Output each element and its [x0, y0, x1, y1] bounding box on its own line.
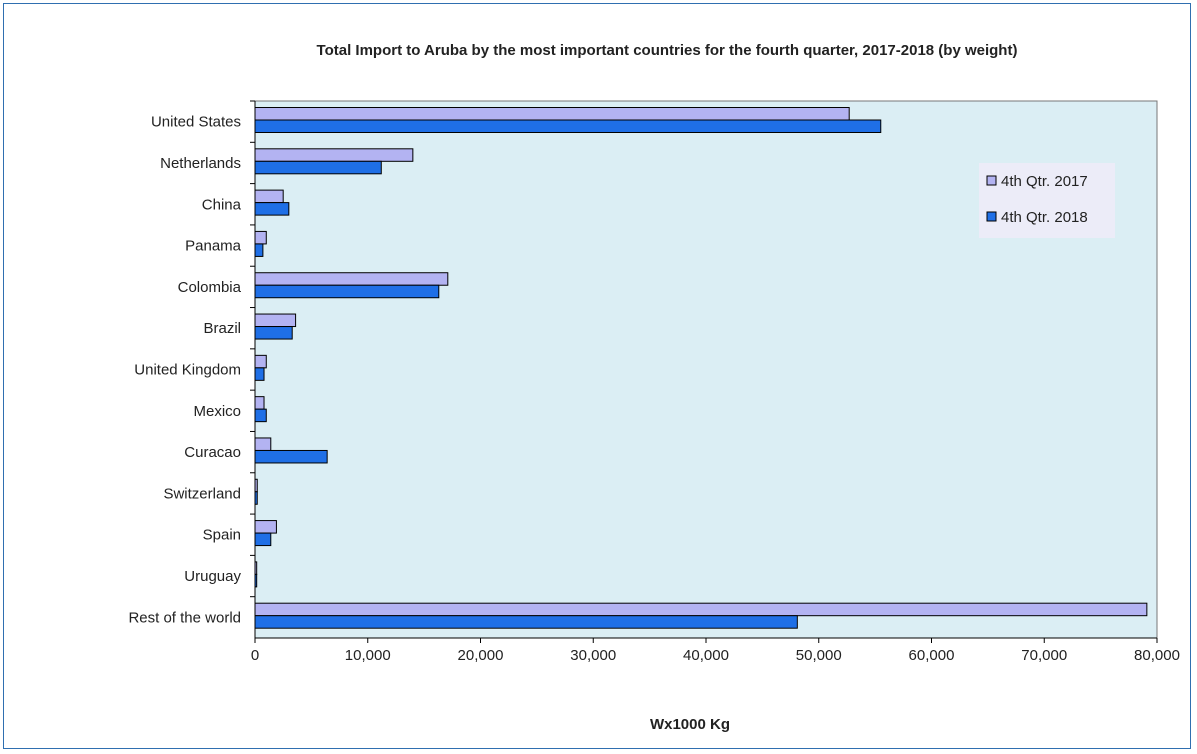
x-tick-label: 80,000 [1134, 647, 1180, 664]
x-tick-label: 20,000 [458, 647, 504, 664]
bar-2017 [254, 313, 297, 328]
bar-2017 [254, 354, 267, 369]
category-label: Switzerland [163, 485, 241, 502]
bar-2018 [254, 326, 293, 340]
category-label: Brazil [203, 320, 241, 337]
category-label: Panama [185, 238, 242, 255]
bar-2018 [254, 284, 440, 299]
bar-2017 [254, 148, 414, 162]
bar-2017 [254, 520, 277, 534]
bar-2018 [254, 202, 290, 216]
bar-2018 [254, 449, 328, 464]
category-label: Uruguay [184, 568, 241, 585]
bar-2017 [254, 107, 850, 121]
x-tick-label: 70,000 [1021, 647, 1067, 664]
category-label: United States [151, 114, 241, 131]
bar-2017 [254, 272, 449, 286]
bar-2017 [254, 230, 267, 245]
bar-2018 [254, 160, 382, 175]
legend-box [979, 163, 1115, 238]
x-tick-label: 0 [251, 647, 259, 664]
legend-label-2018: 4th Qtr. 2018 [1001, 209, 1088, 226]
category-label: Curacao [184, 444, 241, 461]
bar-2018 [254, 615, 798, 629]
chart-title: Total Import to Aruba by the most import… [317, 42, 1018, 59]
x-axis-title: Wx1000 Kg [650, 716, 730, 733]
x-tick-label: 10,000 [345, 647, 391, 664]
bar-2017 [254, 437, 272, 451]
x-tick-label: 50,000 [796, 647, 842, 664]
bar-2018 [254, 408, 267, 423]
bar-chart: Total Import to Aruba by the most import… [128, 42, 1180, 733]
bar-2017 [254, 396, 265, 410]
x-tick-label: 30,000 [570, 647, 616, 664]
x-tick-label: 40,000 [683, 647, 729, 664]
bar-2017 [254, 602, 1148, 617]
legend-swatch-2017 [986, 175, 997, 186]
category-label: Colombia [178, 279, 242, 296]
bar-2017 [254, 189, 284, 204]
category-label: Netherlands [160, 155, 241, 172]
legend-label-2017: 4th Qtr. 2017 [1001, 173, 1088, 190]
category-label: China [202, 196, 242, 213]
x-tick-label: 60,000 [909, 647, 955, 664]
chart-frame: Total Import to Aruba by the most import… [3, 3, 1191, 749]
category-label: Rest of the world [128, 609, 241, 626]
category-label: Mexico [193, 403, 241, 420]
bar-2018 [254, 367, 265, 381]
bar-2018 [254, 532, 272, 547]
bar-2018 [254, 119, 882, 133]
bar-2018 [254, 243, 264, 257]
legend: 4th Qtr. 2017 4th Qtr. 2018 [979, 163, 1115, 238]
legend-swatch-2018 [986, 211, 997, 222]
category-label: United Kingdom [134, 362, 241, 379]
category-label: Spain [203, 527, 241, 544]
